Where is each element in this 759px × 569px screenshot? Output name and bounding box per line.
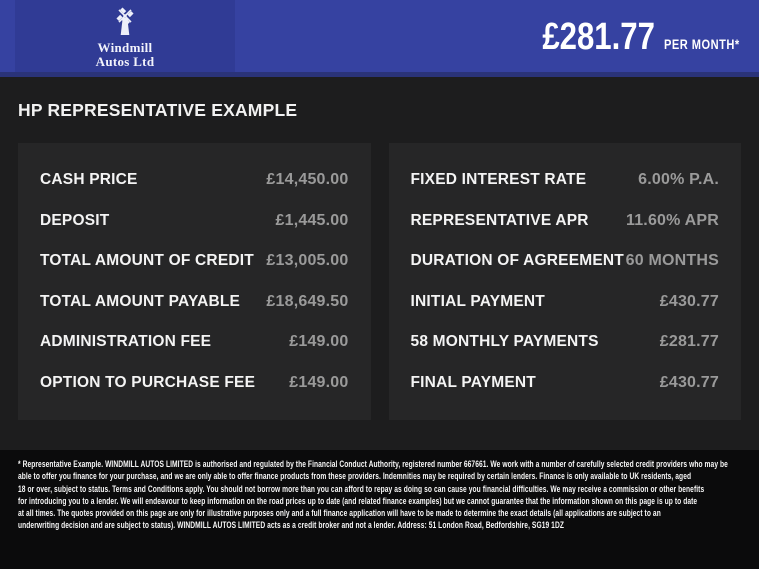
table-row: FIXED INTEREST RATE 6.00% P.A. <box>411 160 720 201</box>
finance-label: REPRESENTATIVE APR <box>410 211 589 229</box>
finance-label: OPTION TO PURCHASE FEE <box>40 373 256 391</box>
table-row: TOTAL AMOUNT OF CREDIT £13,005.00 <box>40 241 349 282</box>
finance-label: INITIAL PAYMENT <box>410 292 545 310</box>
finance-label: DURATION OF AGREEMENT <box>410 252 624 270</box>
monthly-price-suffix: PER MONTH* <box>664 36 740 52</box>
table-row: CASH PRICE £14,450.00 <box>40 160 349 201</box>
finance-label: FIXED INTEREST RATE <box>410 171 587 189</box>
monthly-price: £281.77 PER MONTH* <box>543 16 740 59</box>
table-row: DEPOSIT £1,445.00 <box>40 201 349 242</box>
legal-line: able to offer you finance for your purch… <box>18 471 692 482</box>
brand-name-line2: Autos Ltd <box>95 53 155 69</box>
table-row: TOTAL AMOUNT PAYABLE £18,649.50 <box>40 282 349 323</box>
finance-value: £430.77 <box>659 292 719 310</box>
legal-line: * Representative Example. WINDMILL AUTOS… <box>18 459 728 469</box>
finance-value: 6.00% P.A. <box>638 171 719 189</box>
finance-label: ADMINISTRATION FEE <box>40 333 212 351</box>
finance-value: 11.60% APR <box>625 211 719 229</box>
finance-panel-right: FIXED INTEREST RATE 6.00% P.A. REPRESENT… <box>388 143 741 420</box>
finance-value: £149.00 <box>289 333 349 351</box>
finance-label: TOTAL AMOUNT PAYABLE <box>40 292 241 310</box>
finance-panel-left: CASH PRICE £14,450.00 DEPOSIT £1,445.00 … <box>18 143 371 420</box>
finance-value: £13,005.00 <box>266 252 349 270</box>
finance-label: 58 MONTHLY PAYMENTS <box>410 333 599 351</box>
table-row: DURATION OF AGREEMENT 60 MONTHS <box>411 241 720 282</box>
finance-label: DEPOSIT <box>40 211 110 229</box>
finance-label: FINAL PAYMENT <box>410 373 536 391</box>
finance-value: 60 MONTHS <box>625 252 719 270</box>
page-title: HP REPRESENTATIVE EXAMPLE <box>18 99 298 120</box>
brand-name-line1: Windmill <box>97 40 153 55</box>
legal-footer: * Representative Example. WINDMILL AUTOS… <box>0 450 759 569</box>
table-row: 58 MONTHLY PAYMENTS £281.77 <box>411 322 720 363</box>
finance-value: £281.77 <box>659 333 719 351</box>
finance-value: £18,649.50 <box>266 292 349 310</box>
footer-spacer <box>0 420 759 450</box>
legal-line: 18 or over, subject to status. Terms and… <box>18 483 705 494</box>
legal-disclaimer: * Representative Example. WINDMILL AUTOS… <box>18 458 743 532</box>
table-row: REPRESENTATIVE APR 11.60% APR <box>411 201 720 242</box>
finance-value: £1,445.00 <box>275 211 349 229</box>
finance-value: £149.00 <box>289 373 349 391</box>
table-row: ADMINISTRATION FEE £149.00 <box>40 322 349 363</box>
finance-value: £430.77 <box>659 373 719 391</box>
title-section: HP REPRESENTATIVE EXAMPLE <box>0 77 759 143</box>
monthly-price-amount: £281.77 <box>542 15 656 58</box>
table-row: INITIAL PAYMENT £430.77 <box>411 282 720 323</box>
finance-value: £14,450.00 <box>266 171 349 189</box>
table-row: OPTION TO PURCHASE FEE £149.00 <box>40 363 349 404</box>
brand-logo[interactable]: Windmill Autos Ltd <box>15 0 235 72</box>
header-bar: Windmill Autos Ltd £281.77 PER MONTH* <box>0 0 759 77</box>
finance-label: CASH PRICE <box>40 171 138 189</box>
finance-panels: CASH PRICE £14,450.00 DEPOSIT £1,445.00 … <box>18 143 741 420</box>
finance-label: TOTAL AMOUNT OF CREDIT <box>40 252 254 270</box>
legal-line: at all times. The quotes provided on thi… <box>18 508 661 519</box>
legal-line: for introducing you to a lender. We will… <box>18 495 698 506</box>
legal-line: underwriting decision and are subject to… <box>18 520 564 531</box>
windmill-icon <box>112 6 138 41</box>
table-row: FINAL PAYMENT £430.77 <box>411 363 720 404</box>
